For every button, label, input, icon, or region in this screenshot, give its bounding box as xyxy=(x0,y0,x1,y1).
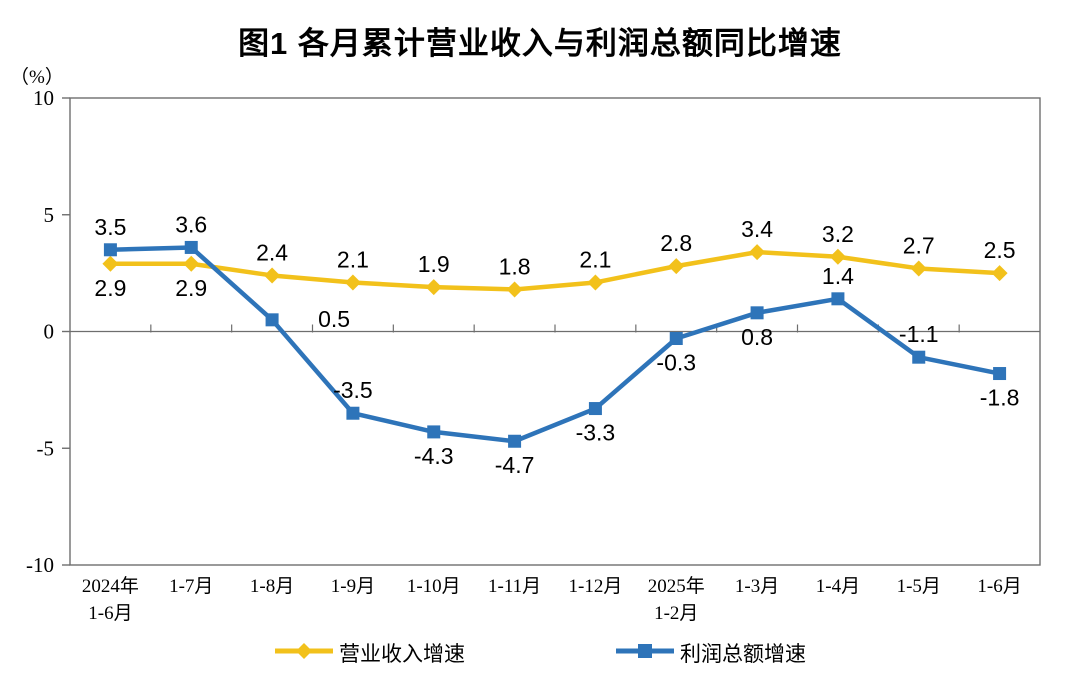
data-label: 1.4 xyxy=(822,263,854,289)
x-axis-label: 2025年 1-2月 xyxy=(648,575,705,624)
data-point-marker xyxy=(508,434,522,448)
data-label: 2.4 xyxy=(256,239,288,265)
revenue-series-line xyxy=(108,249,1002,292)
data-label: 2.1 xyxy=(579,246,611,272)
revenue-series-marker-icon xyxy=(274,641,334,666)
data-point-marker xyxy=(183,255,200,272)
data-label: -3.5 xyxy=(333,377,373,403)
data-label: -4.7 xyxy=(495,452,535,478)
data-point-marker xyxy=(669,332,683,346)
data-point-marker xyxy=(749,244,766,261)
data-point-marker xyxy=(265,313,279,327)
data-label: 1.9 xyxy=(418,251,450,277)
data-point-marker xyxy=(425,279,442,296)
data-point-marker xyxy=(829,248,846,265)
y-axis-tick-label: 5 xyxy=(44,203,55,227)
data-point-marker xyxy=(346,406,360,420)
data-label: -3.3 xyxy=(576,420,616,446)
chart-title: 图1 各月累计营业收入与利润总额同比增速 xyxy=(238,26,842,61)
data-point-marker xyxy=(184,240,198,254)
data-point-marker xyxy=(993,367,1007,381)
y-axis-tick-label: 10 xyxy=(33,86,54,110)
data-point-marker xyxy=(344,274,361,291)
x-axis-label: 1-12月 xyxy=(569,576,623,597)
data-point-marker xyxy=(668,258,685,275)
data-label: 0.8 xyxy=(741,324,773,350)
x-axis-label: 1-6月 xyxy=(977,576,1021,597)
data-label: 2.9 xyxy=(94,275,126,301)
data-label: 2.9 xyxy=(175,275,207,301)
data-label: 3.2 xyxy=(822,221,854,247)
legend-label-revenue: 营业收入增速 xyxy=(339,643,465,666)
x-axis-label: 1-9月 xyxy=(331,576,375,597)
data-point-marker xyxy=(506,281,523,298)
data-label: 2.5 xyxy=(984,237,1016,263)
data-label: 2.7 xyxy=(903,232,935,258)
data-label: 1.8 xyxy=(499,253,531,279)
y-axis-tick-label: -10 xyxy=(26,553,54,577)
data-label: 0.5 xyxy=(318,306,350,332)
data-point-marker xyxy=(750,306,764,320)
data-point-marker xyxy=(427,425,441,439)
x-axis-label: 2024年 1-6月 xyxy=(82,575,139,624)
data-point-marker xyxy=(910,260,927,277)
data-label: 3.5 xyxy=(94,214,126,240)
x-axis-label: 1-5月 xyxy=(897,576,941,597)
profit-series-marker-icon xyxy=(615,641,675,666)
data-point-marker xyxy=(264,267,281,284)
x-axis-label: 1-3月 xyxy=(735,576,779,597)
x-axis-label: 1-7月 xyxy=(169,576,213,597)
x-axis-label: 1-4月 xyxy=(816,576,860,597)
data-point-marker xyxy=(831,292,845,306)
data-label: 3.4 xyxy=(741,216,773,242)
legend-item-profit: 利润总额增速 xyxy=(615,638,806,668)
x-axis-label: 1-11月 xyxy=(488,576,541,597)
x-axis-label: 1-8月 xyxy=(250,576,294,597)
x-axis-label: 1-10月 xyxy=(407,576,461,597)
data-label: -4.3 xyxy=(414,443,454,469)
legend: 营业收入增速 利润总额增速 xyxy=(0,638,1080,668)
data-label: 2.1 xyxy=(337,246,369,272)
y-axis-unit-label: （%） xyxy=(10,67,64,88)
data-point-marker xyxy=(587,274,604,291)
data-point-marker xyxy=(102,255,119,272)
data-point-marker xyxy=(588,402,602,416)
data-label: 2.8 xyxy=(660,230,692,256)
data-label: 3.6 xyxy=(175,211,207,237)
y-axis-tick-label: 0 xyxy=(44,320,55,344)
legend-item-revenue: 营业收入增速 xyxy=(274,638,465,668)
data-point-marker xyxy=(103,243,117,257)
legend-label-profit: 利润总额增速 xyxy=(680,643,806,666)
data-point-marker xyxy=(912,350,926,364)
data-label: -1.8 xyxy=(980,385,1020,411)
data-point-marker xyxy=(991,265,1008,282)
data-label: -0.3 xyxy=(656,350,696,376)
profit-series-line xyxy=(108,245,1002,444)
y-axis-tick-label: -5 xyxy=(37,436,55,460)
data-label: -1.1 xyxy=(899,321,939,347)
